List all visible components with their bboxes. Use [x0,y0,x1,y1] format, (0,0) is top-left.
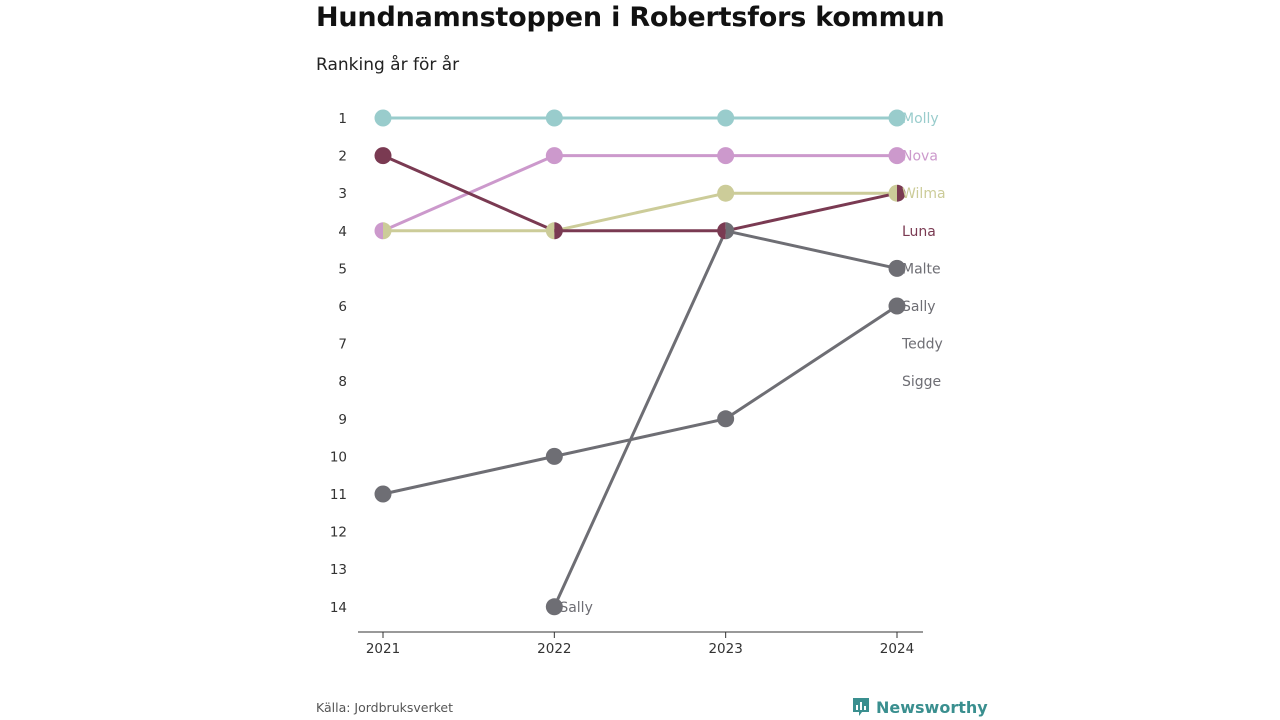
point-molly [717,109,735,127]
x-tick-label: 2024 [880,641,914,657]
point-wilma [383,222,392,240]
series-line-luna [382,154,898,233]
point-wilma [888,184,897,202]
series-line-sally [382,304,898,496]
end-label-malte: Malte [902,261,941,277]
y-tick-label: 7 [338,337,347,353]
y-tick-label: 10 [330,449,347,465]
point-luna [554,222,563,240]
series-points [374,109,906,616]
point-luna [896,184,906,202]
end-label-nova: Nova [902,149,938,165]
point-sally [888,297,906,315]
point-nova [717,147,735,165]
point-malte [725,222,735,240]
brand-logo[interactable]: Newsworthy [852,697,988,717]
y-tick-label: 2 [338,149,347,165]
point-nova [888,147,906,165]
end-label-luna: Luna [902,224,936,240]
end-label-molly: Molly [902,111,939,127]
point-molly [888,109,906,127]
x-tick-label: 2023 [708,641,742,657]
bar-chart-icon [853,698,869,716]
point-luna [374,147,392,165]
y-tick-label: 9 [338,412,347,428]
chart-subtitle: Ranking år för år [316,55,460,75]
point-molly [374,109,392,127]
y-tick-label: 3 [338,186,347,202]
point-wilma [717,184,735,202]
point-sally [374,485,392,503]
y-tick-label: 13 [330,562,347,578]
y-tick-label: 8 [338,374,347,390]
point-malte [545,598,563,616]
y-tick-label: 4 [338,224,347,240]
point-malte [888,259,906,277]
point-sally [545,447,563,465]
y-tick-label: 1 [338,111,347,127]
y-tick-label: 5 [338,261,347,277]
point-wilma [545,222,555,240]
x-axis-ticks: 2021 2022 2023 2024 [366,632,914,657]
annotations: Sally [559,600,593,616]
x-tick-label: 2022 [537,641,571,657]
y-tick-label: 11 [330,487,347,503]
end-labels: Molly Nova Wilma Luna Malte Sally Teddy Sigge [901,111,946,390]
annotation-label: Sally [559,600,593,616]
point-nova [374,222,383,240]
source-note: Källa: Jordbruksverket [316,700,453,715]
point-sally [717,410,735,428]
series-line-wilma [383,191,897,233]
y-tick-label: 12 [330,525,347,541]
end-label-wilma: Wilma [902,186,946,202]
point-luna [717,222,726,240]
chart-title: Hundnamnstoppen i Robertsfors kommun [316,2,945,33]
end-label-sigge: Sigge [902,374,941,390]
series-lines [382,116,898,608]
x-tick-label: 2021 [366,641,400,657]
brand-name: Newsworthy [876,697,988,717]
point-nova [545,147,563,165]
y-tick-label: 6 [338,299,347,315]
point-molly [545,109,563,127]
end-label-sally: Sally [902,299,936,315]
y-tick-label: 14 [330,600,347,616]
end-label-teddy: Teddy [901,337,943,353]
